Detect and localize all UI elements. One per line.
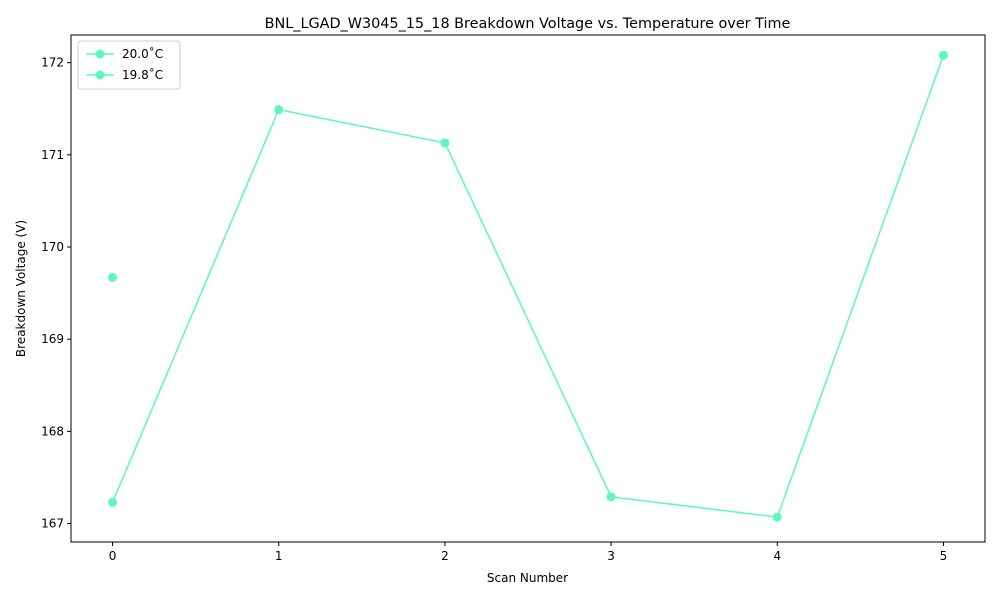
chart-title: BNL_LGAD_W3045_15_18 Breakdown Voltage v…: [265, 16, 791, 32]
data-point: [440, 138, 450, 148]
x-tick-label: 4: [773, 549, 781, 563]
legend-label: 19.8˚C: [122, 67, 163, 82]
y-tick-label: 168: [41, 424, 64, 438]
series-2: [108, 50, 948, 522]
x-axis: 0 1 2 3 4 5: [109, 542, 948, 563]
data-point: [938, 50, 948, 60]
data-point: [274, 105, 284, 115]
data-point: [108, 497, 118, 507]
y-axis-label: Breakdown Voltage (V): [14, 220, 28, 357]
series-1: [108, 272, 118, 282]
x-axis-label: Scan Number: [487, 571, 568, 585]
y-tick-label: 171: [41, 148, 64, 162]
y-axis: 167 168 169 170 171 172: [41, 56, 71, 531]
legend-label: 20.0˚C: [122, 46, 163, 61]
x-tick-label: 2: [441, 549, 449, 563]
y-tick-label: 170: [41, 240, 64, 254]
y-tick-label: 172: [41, 56, 64, 70]
x-tick-label: 1: [275, 549, 283, 563]
x-tick-label: 0: [109, 549, 117, 563]
legend: 20.0˚C 19.8˚C: [77, 40, 181, 90]
data-point: [606, 492, 616, 502]
y-tick-label: 169: [41, 332, 64, 346]
data-point: [772, 512, 782, 522]
series-line: [111, 55, 945, 518]
plot-frame: [70, 34, 986, 543]
legend-marker: [95, 70, 105, 80]
legend-marker: [95, 49, 105, 59]
y-tick-label: 167: [41, 517, 64, 531]
x-tick-label: 5: [940, 549, 948, 563]
x-tick-label: 3: [607, 549, 615, 563]
plot-series: [108, 50, 948, 522]
data-point: [108, 272, 118, 282]
